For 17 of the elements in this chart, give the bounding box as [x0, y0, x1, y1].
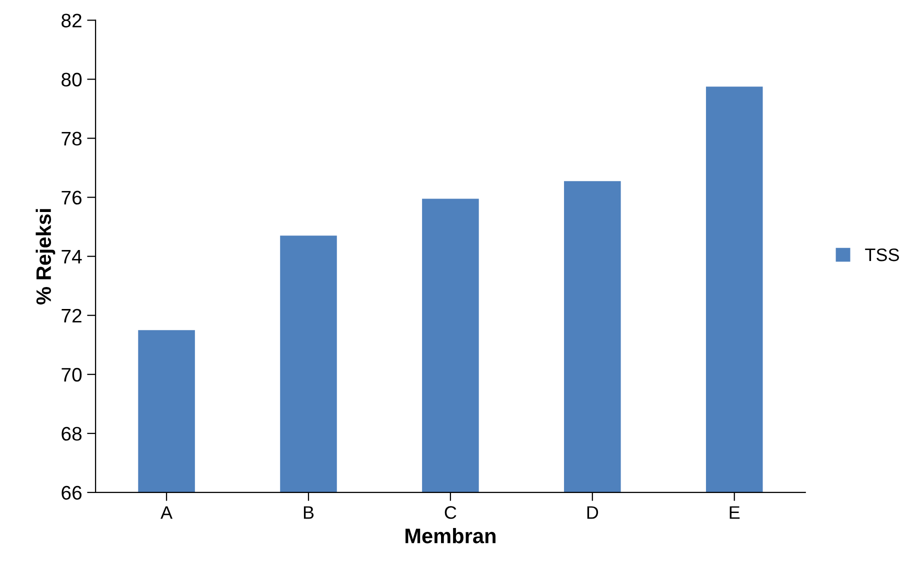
- x-tick-label: E: [730, 506, 740, 519]
- y-tick-label: 78: [62, 132, 82, 146]
- x-axis-title: Membran: [406, 528, 496, 544]
- y-tick-label: 76: [62, 190, 82, 205]
- y-tick-label: 72: [62, 308, 82, 322]
- y-tick-label: 74: [62, 250, 82, 264]
- x-tick-label: B: [304, 506, 314, 519]
- x-tick-label: C: [444, 506, 456, 519]
- x-tick-label: A: [160, 506, 173, 519]
- y-axis-title: % Rejeksi: [36, 209, 56, 304]
- y-tick-label: 66: [62, 486, 82, 500]
- y-tick-label: 82: [62, 14, 82, 28]
- y-tick-label: 80: [62, 72, 82, 86]
- y-tick-label: 70: [62, 368, 82, 382]
- x-tick-label: D: [587, 506, 598, 519]
- y-tick-label: 68: [62, 426, 82, 441]
- legend-label: TSS: [865, 248, 899, 262]
